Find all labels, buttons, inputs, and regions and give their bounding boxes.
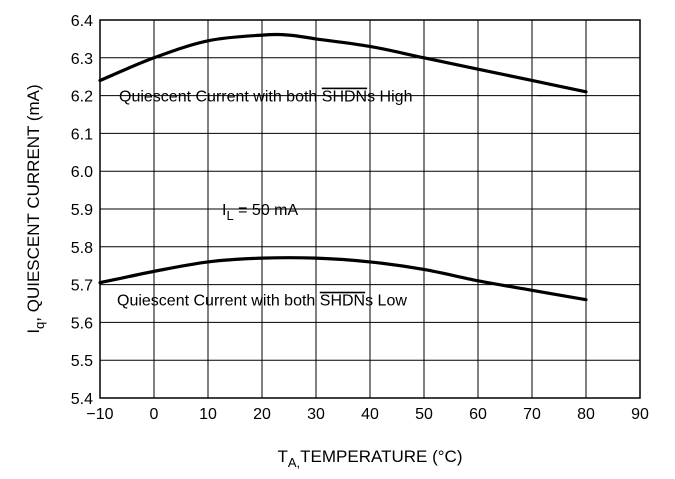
y-tick-label: 5.8 <box>71 240 93 257</box>
series-line-shdn-low <box>98 256 588 302</box>
y-tick-label: 5.9 <box>71 202 93 219</box>
x-tick-label: 20 <box>253 406 271 423</box>
y-tick-labels: 5.4 5.5 5.6 5.7 5.8 5.9 6.0 6.1 6.2 6.3 6.4 <box>71 13 93 408</box>
series-label-high: Quiescent Current with both SHDNs High <box>119 89 412 106</box>
x-axis-title: TA,TEMPERATURE (°C) <box>277 447 462 470</box>
load-current-annotation: IL = 50 mA <box>222 202 298 223</box>
series-lines <box>98 32 588 302</box>
series-line-shdn-high <box>98 32 588 94</box>
y-tick-label: 5.4 <box>71 391 93 408</box>
plot-frame <box>99 19 641 399</box>
y-tick-label: 5.6 <box>71 315 93 332</box>
y-tick-label: 6.1 <box>71 126 93 143</box>
x-tick-label: 90 <box>631 406 649 423</box>
x-tick-label: 40 <box>361 406 379 423</box>
y-tick-label: 5.7 <box>71 278 93 295</box>
x-tick-label: 60 <box>469 406 487 423</box>
x-tick-label: 50 <box>415 406 433 423</box>
y-tick-label: 6.4 <box>71 13 93 30</box>
x-tick-label: 30 <box>307 406 325 423</box>
x-tick-labels: −10 0 10 20 30 40 50 60 70 80 90 <box>86 406 649 423</box>
x-tick-label: 10 <box>199 406 217 423</box>
x-tick-label: 0 <box>150 406 159 423</box>
series-label-low: Quiescent Current with both SHDNs Low <box>117 293 407 310</box>
x-tick-label: 80 <box>577 406 595 423</box>
y-tick-label: 6.2 <box>71 89 93 106</box>
x-tick-label: −10 <box>86 406 113 423</box>
y-axis-title: Iq, QUIESCENT CURRENT (mA) <box>24 84 47 333</box>
y-tick-label: 6.3 <box>71 51 93 68</box>
y-tick-label: 5.5 <box>71 353 93 370</box>
y-tick-label: 6.0 <box>71 164 93 181</box>
x-tick-label: 70 <box>523 406 541 423</box>
